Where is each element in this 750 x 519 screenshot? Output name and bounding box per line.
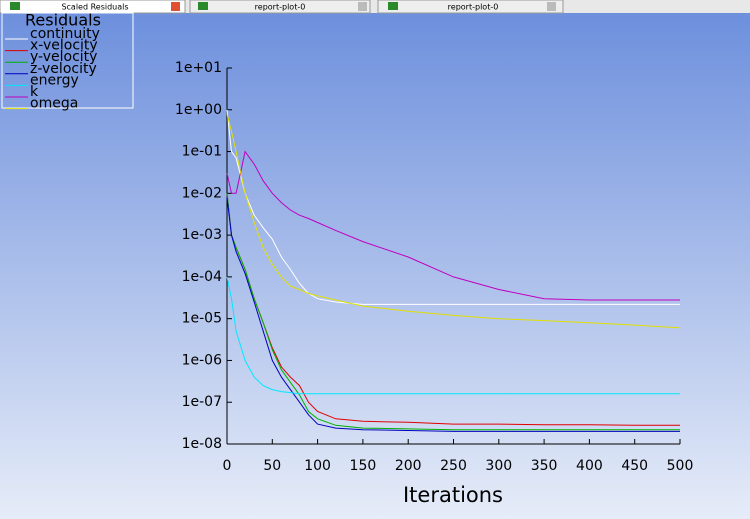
legend-label: continuity <box>30 26 100 42</box>
tab-label: Scaled Residuals <box>61 3 128 12</box>
tab[interactable]: report-plot-0 <box>189 0 371 14</box>
y-tick-label: 1e-01 <box>182 144 222 160</box>
x-axis-label: Iterations <box>403 483 503 507</box>
x-tick-label: 300 <box>485 458 512 474</box>
legend-box <box>1 12 134 109</box>
x-tick-label: 100 <box>304 458 331 474</box>
series-line <box>226 150 680 301</box>
x-tick-label: 450 <box>621 458 648 474</box>
legend-label: k <box>30 84 39 100</box>
y-tick-label: 1e-08 <box>182 436 222 452</box>
legend-label: z-velocity <box>30 61 97 77</box>
tab[interactable]: report-plot-0 <box>377 0 564 14</box>
series-line <box>226 276 680 395</box>
y-tick-label: 1e-04 <box>182 269 222 285</box>
y-tick-label: 1e-02 <box>182 185 222 201</box>
x-tick-label: 500 <box>667 458 694 474</box>
y-tick-label: 1e+00 <box>175 102 222 118</box>
x-tick-label: 200 <box>395 458 422 474</box>
x-tick-label: 350 <box>531 458 558 474</box>
series-line <box>226 193 680 431</box>
series-line <box>226 197 680 432</box>
x-tick-label: 400 <box>576 458 603 474</box>
legend-label: omega <box>30 96 78 112</box>
x-tick-label: 250 <box>440 458 467 474</box>
y-tick-label: 1e-07 <box>182 394 222 410</box>
series-line <box>226 113 681 329</box>
y-tick-label: 1e-05 <box>182 311 222 327</box>
tab-label: report-plot-0 <box>255 3 306 12</box>
legend-label: energy <box>30 72 79 88</box>
x-tick-label: 0 <box>223 458 232 474</box>
legend-title: Residuals <box>25 11 101 30</box>
y-tick-label: 1e+01 <box>175 60 222 76</box>
tab-label: report-plot-0 <box>448 3 499 12</box>
legend-label: x-velocity <box>30 38 98 54</box>
y-tick-label: 1e-03 <box>182 227 222 243</box>
y-tick-label: 1e-06 <box>182 352 222 368</box>
legend-label: y-velocity <box>30 49 97 65</box>
x-tick-label: 50 <box>263 458 281 474</box>
x-tick-label: 150 <box>350 458 377 474</box>
